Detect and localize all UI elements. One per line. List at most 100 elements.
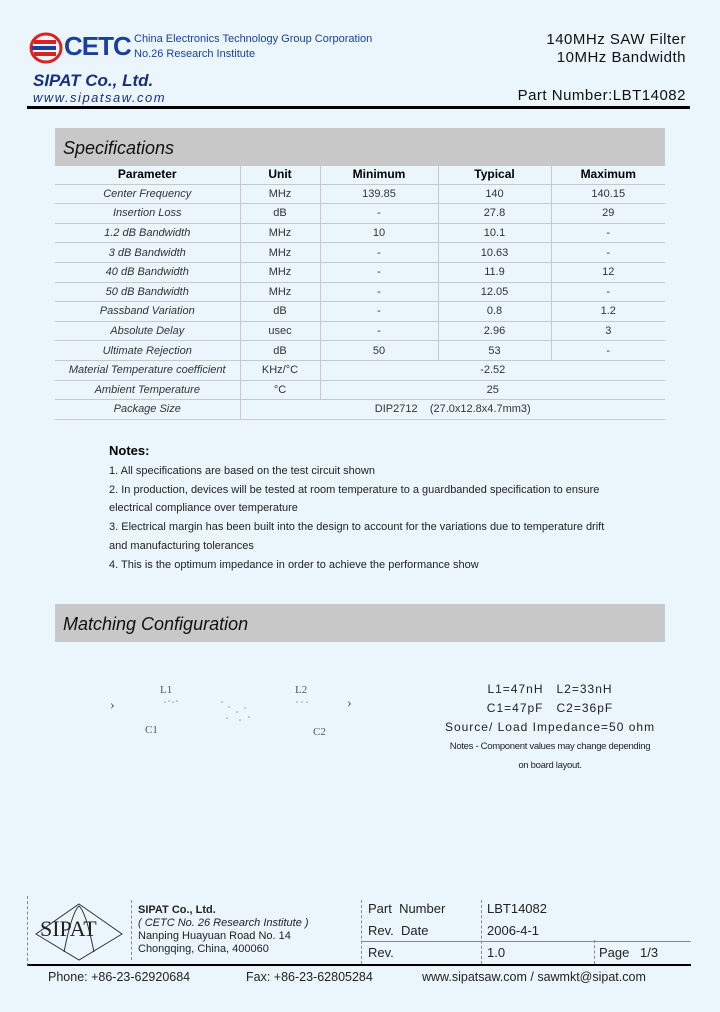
note-line: 4. This is the optimum impedance in orde…	[109, 558, 479, 571]
matching-note: on board layout.	[518, 760, 582, 771]
typical-cell: 0.8	[438, 301, 552, 322]
table-row: 50 dB Bandwidth MHz -12.05-	[55, 282, 665, 303]
table-row: Ultimate Rejection dB 50 53-	[55, 340, 665, 361]
page-label: Page	[599, 945, 630, 960]
rev-label: Rev.	[368, 945, 394, 960]
fax: Fax: +86-23-62805284	[246, 970, 373, 984]
circuit-dots-icon	[164, 700, 308, 721]
part-number-value: LBT14082	[487, 901, 547, 916]
maximum-cell: 3	[551, 321, 665, 342]
minimum-cell: -	[320, 242, 439, 263]
table-row: 1.2 dB Bandwidth MHz 10 10.1-	[55, 223, 665, 244]
note-line: 2. In production, devices will be tested…	[109, 483, 600, 496]
input-arrow-icon: ›	[110, 698, 115, 713]
value-cell: DIP2712 (27.0x12.8x4.7mm3)	[240, 399, 665, 420]
product-line2: 10MHz Bandwidth	[556, 49, 686, 66]
maximum-cell: -	[551, 340, 665, 361]
c1-label: C1	[145, 724, 158, 736]
parameter-cell: Ultimate Rejection	[55, 340, 241, 361]
minimum-cell: 50	[320, 340, 439, 361]
table-row: Passband Variation dB -0.8 1.2	[55, 301, 665, 322]
sipat-logo-text: SIPAT	[40, 916, 97, 941]
footer-address1: Nanping Huayuan Road No. 14	[138, 930, 291, 942]
phone: Phone: +86-23-62920684	[48, 970, 191, 984]
sipat-logo-icon	[35, 903, 123, 961]
matching-note: Notes - Component values may change depe…	[449, 741, 651, 752]
part-number-label: Part Number	[368, 901, 446, 916]
minimum-cell: -	[320, 321, 439, 342]
table-row: 40 dB Bandwidth MHz -11.9 12	[55, 262, 665, 283]
value-cell: -2.52	[320, 360, 665, 381]
l2-label: L2	[295, 684, 308, 696]
unit-cell: MHz	[240, 184, 321, 205]
table-row: 3 dB Bandwidth MHz -10.63-	[55, 242, 665, 263]
website-link[interactable]: www.sipatsaw.com	[33, 90, 167, 105]
minimum-cell: 10	[320, 223, 439, 244]
column-header: Minimum	[320, 165, 439, 185]
l1-label: L1	[160, 684, 173, 696]
c2-label: C2	[313, 726, 326, 738]
matching-values: L1=47nH L2=33nH C1=47pF C2=36pF Source/ …	[420, 680, 680, 775]
matching-heading: Matching Configuration	[55, 604, 665, 642]
rev-date-label: Rev. Date	[368, 923, 429, 938]
maximum-cell: 140.15	[551, 184, 665, 205]
note-line: 3. Electrical margin has been built into…	[109, 521, 605, 534]
maximum-cell: -	[551, 242, 665, 263]
value-cell: 25	[320, 380, 665, 401]
table-row: Insertion Loss dB -27.8 29	[55, 203, 665, 224]
header-divider	[27, 106, 690, 109]
typical-cell: 10.1	[438, 223, 552, 244]
unit-cell: dB	[240, 203, 321, 224]
footer-address: SIPAT Co., Ltd. ( CETC No. 26 Research I…	[138, 904, 309, 956]
table-header-row: Parameter Unit Minimum Typical Maximum	[55, 165, 665, 185]
parameter-cell: 3 dB Bandwidth	[55, 242, 241, 263]
unit-cell: KHz/°C	[240, 360, 321, 381]
table-row: Package Size DIP2712 (27.0x12.8x4.7mm3)	[55, 399, 665, 420]
table-row: Center Frequency MHz 139.85 140 140.15	[55, 184, 665, 205]
minimum-cell: -	[320, 301, 439, 322]
typical-cell: 140	[438, 184, 552, 205]
unit-cell: MHz	[240, 242, 321, 263]
minimum-cell: -	[320, 282, 439, 303]
specifications-heading: Specifications	[55, 128, 665, 166]
notes-section: Notes: 1. All specifications are based o…	[109, 442, 604, 575]
unit-cell: usec	[240, 321, 321, 342]
parameter-cell: 50 dB Bandwidth	[55, 282, 241, 303]
table-row: Absolute Delay usec -2.96 3	[55, 321, 665, 342]
capacitor-values: C1=47pF C2=36pF	[486, 701, 614, 715]
cetc-logo-icon	[29, 32, 63, 64]
column-header: Parameter	[55, 165, 241, 185]
footer-company: SIPAT Co., Ltd.	[138, 904, 216, 916]
typical-cell: 27.8	[438, 203, 552, 224]
parameter-cell: Absolute Delay	[55, 321, 241, 342]
parameter-cell: Insertion Loss	[55, 203, 241, 224]
unit-cell: MHz	[240, 282, 321, 303]
parameter-cell: Passband Variation	[55, 301, 241, 322]
footer-institute: ( CETC No. 26 Research Institute )	[138, 917, 309, 929]
specifications-table: Parameter Unit Minimum Typical Maximum C…	[55, 165, 665, 420]
maximum-cell: 12	[551, 262, 665, 283]
web-email[interactable]: www.sipatsaw.com / sawmkt@sipat.com	[422, 970, 646, 984]
page-value: 1/3	[640, 945, 659, 960]
unit-cell: dB	[240, 340, 321, 361]
note-line: and manufacturing tolerances	[109, 539, 254, 552]
maximum-cell: -	[551, 282, 665, 303]
table-row: Ambient Temperature °C 25	[55, 380, 665, 401]
rev-date-value: 2006-4-1	[487, 923, 540, 938]
column-header: Unit	[240, 165, 321, 185]
rev-value: 1.0	[487, 945, 506, 960]
company-name: SIPAT Co., Ltd.	[33, 71, 154, 90]
column-header: Typical	[438, 165, 552, 185]
parameter-cell: Material Temperature coefficient	[55, 360, 241, 381]
maximum-cell: -	[551, 223, 665, 244]
note-line: electrical compliance over temperature	[109, 502, 298, 515]
column-header: Maximum	[551, 165, 665, 185]
parameter-cell: Ambient Temperature	[55, 380, 241, 401]
impedance-value: Source/ Load Impedance=50 ohm	[444, 720, 656, 734]
parameter-cell: 1.2 dB Bandwidth	[55, 223, 241, 244]
notes-title: Notes:	[109, 443, 150, 458]
typical-cell: 11.9	[438, 262, 552, 283]
typical-cell: 53	[438, 340, 552, 361]
footer-box: SIPAT SIPAT Co., Ltd. ( CETC No. 26 Rese…	[27, 896, 691, 966]
